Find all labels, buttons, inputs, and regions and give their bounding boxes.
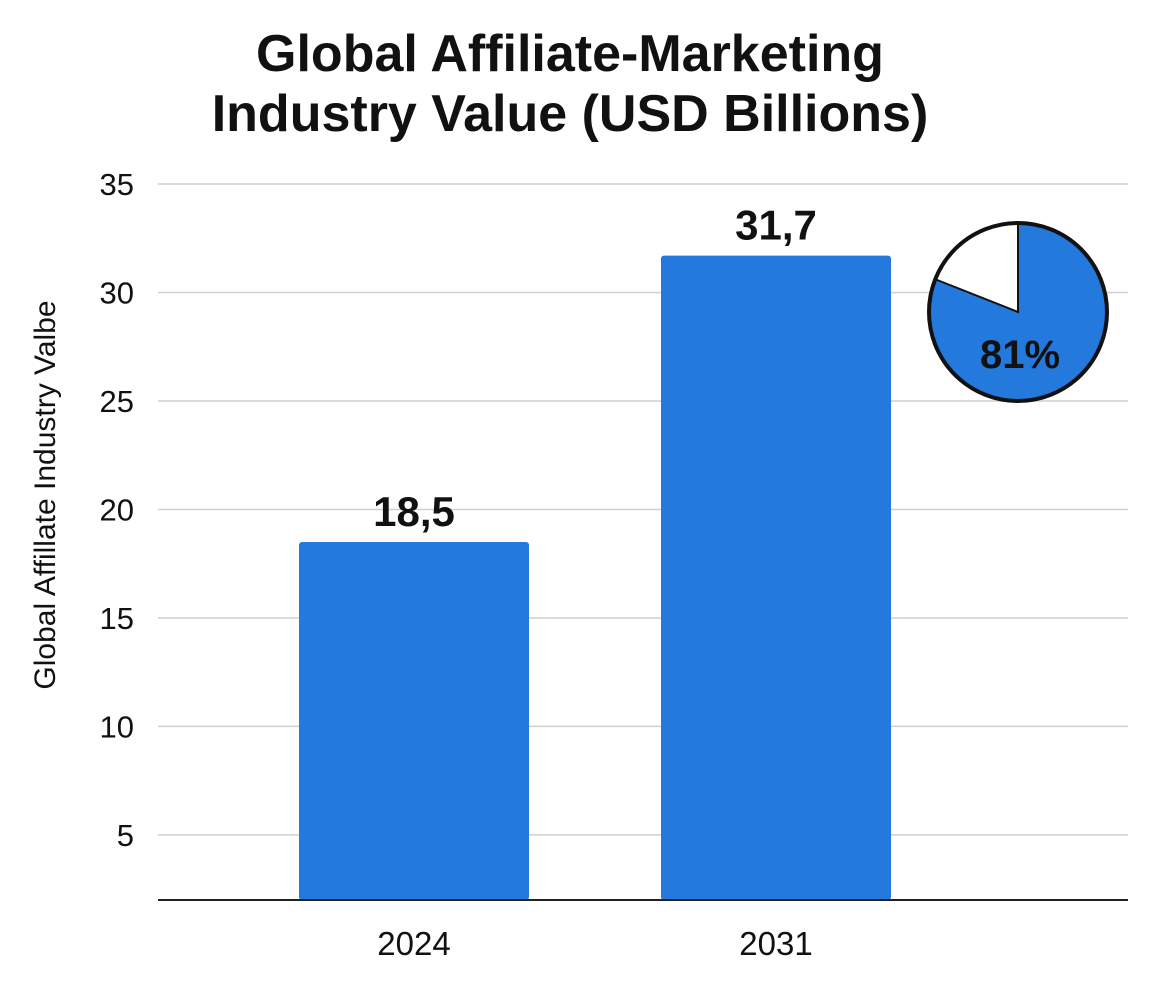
chart-title: Global Affiliate-Marketing Industry Valu… [120,24,1020,144]
bar-value-label-2024: 18,5 [373,488,455,535]
x-tick-label-2024: 2024 [377,925,450,962]
y-tick-label-10: 10 [100,709,134,744]
labels: 5 10 15 20 25 30 35 18,5 2024 31,7 2031 Global Affi… [29,167,817,962]
y-tick-label-5: 5 [117,818,134,853]
y-tick-label-20: 20 [100,492,134,527]
y-tick-label-35: 35 [100,167,134,202]
inset-pie-chart: 81% [927,221,1109,403]
y-axis-title: Global Affillate Industry Valbe [29,300,62,689]
bar-2024 [299,542,529,900]
chart-title-line-2: Industry Value (USD Billions) [211,85,929,143]
bar-value-label-2031: 31,7 [735,202,817,249]
y-tick-label-25: 25 [100,384,134,419]
bars [299,255,891,901]
chart-title-line-1: Global Affiliate-Marketing [256,25,884,83]
bar-2031 [661,255,891,901]
y-tick-label-15: 15 [100,601,134,636]
x-tick-label-2031: 2031 [739,925,812,962]
pie-percent-label: 81% [980,333,1060,377]
y-tick-label-30: 30 [100,275,134,310]
pie-outline [927,221,1109,403]
